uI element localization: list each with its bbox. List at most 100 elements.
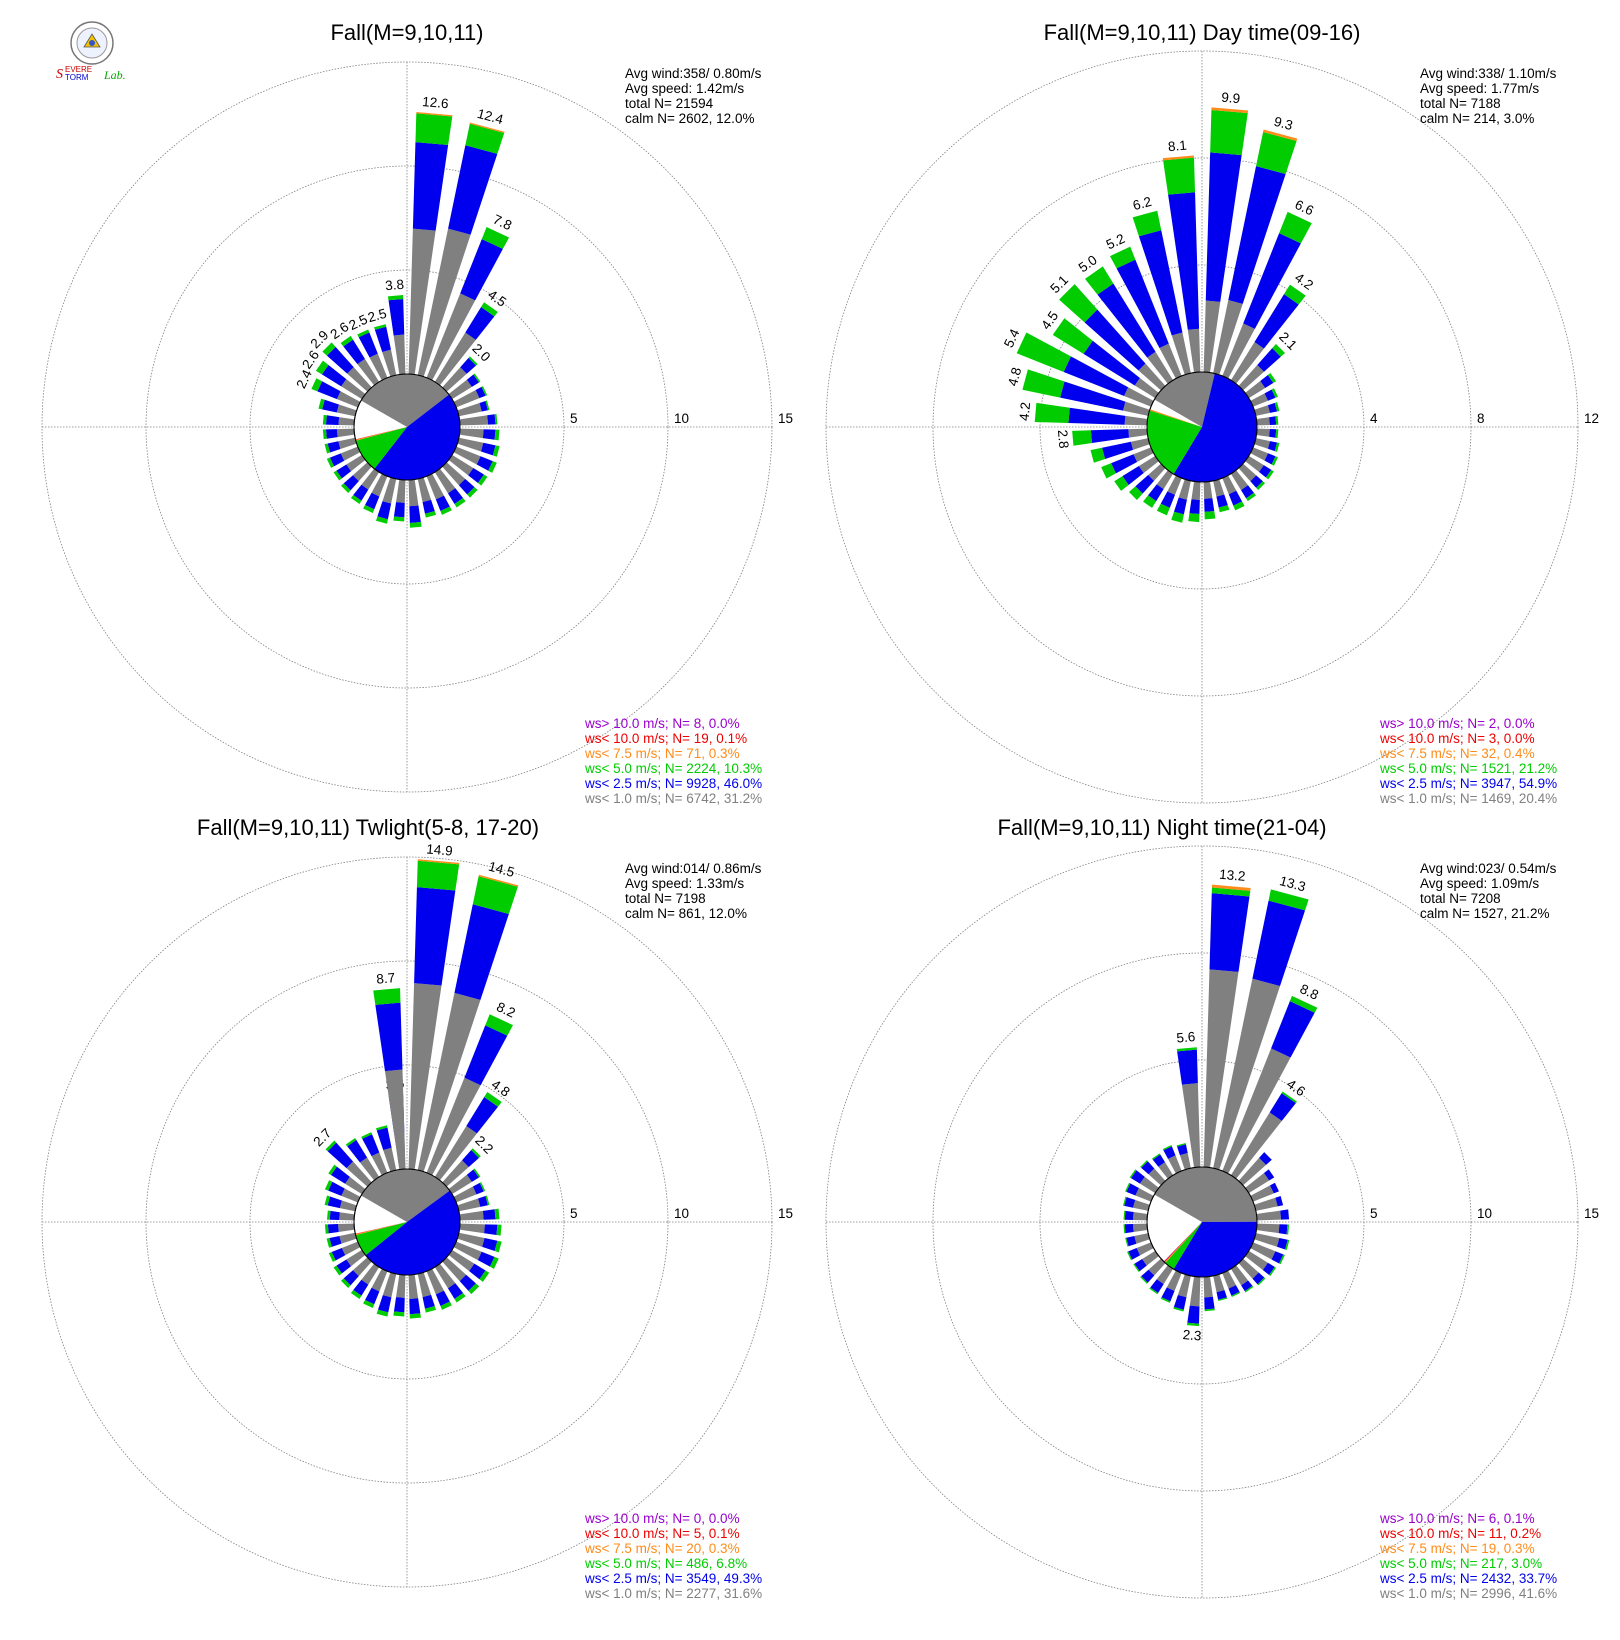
wind-bar-segment (1181, 1083, 1201, 1168)
wind-bar (393, 1274, 406, 1317)
wind-bar-segment (374, 324, 387, 330)
ring-label: 15 (1584, 1206, 1599, 1221)
wind-bar-segment (1177, 1049, 1198, 1085)
wind-bar-segment (487, 414, 496, 425)
panel-title: Fall(M=9,10,11) Twlight(5-8, 17-20) (197, 815, 539, 840)
wind-bar-segment (434, 332, 476, 386)
wind-bar-segment (326, 1210, 331, 1220)
wind-bar (341, 1257, 372, 1288)
wind-bar-segment (440, 1301, 452, 1310)
wind-bar-segment (325, 429, 338, 439)
wind-bar-segment (1254, 438, 1271, 449)
wind-bar (453, 1241, 499, 1269)
wind-bar-segment (1111, 454, 1138, 474)
legend-entry: ws< 5.0 m/s; N= 2224, 10.3% (584, 761, 762, 776)
wind-bar-segment (1256, 131, 1297, 175)
wind-bar (1114, 455, 1159, 491)
wind-bar (1213, 129, 1298, 375)
legend-entry: ws< 7.5 m/s; N= 20, 0.3% (584, 1541, 740, 1556)
wind-bar (1238, 343, 1286, 391)
wind-bar-segment (371, 473, 388, 497)
stat-line: Avg speed: 1.33m/s (625, 876, 744, 891)
wind-bar-segment (1124, 1224, 1134, 1234)
wind-bar-segment (460, 239, 503, 301)
bar-value-label: 2.8 (1055, 429, 1072, 449)
wind-bar-segment (1186, 1322, 1199, 1327)
wind-bar-segment (393, 516, 405, 522)
legend-entry: ws< 2.5 m/s; N= 3947, 54.9% (1379, 776, 1557, 791)
wind-bar-segment (1245, 455, 1264, 473)
stat-line: Avg wind:023/ 0.54m/s (1420, 861, 1557, 876)
wind-bar (393, 479, 406, 522)
wind-bar-segment (375, 516, 388, 524)
wind-bar-segment (346, 454, 366, 472)
wind-bar-segment (1238, 463, 1257, 482)
wind-bar (426, 227, 510, 381)
legend-entry: ws< 1.0 m/s; N= 1469, 20.4% (1379, 791, 1557, 806)
wind-bar (1162, 1145, 1182, 1174)
wind-bar-segment (336, 464, 352, 479)
wind-bar-segment (1279, 1254, 1285, 1265)
wind-bar-segment (1122, 1196, 1127, 1206)
wind-bar-segment (464, 1025, 508, 1086)
wind-bar-segment (1128, 1248, 1141, 1260)
wind-bar-segment (326, 457, 334, 468)
wind-bar-segment (468, 356, 478, 366)
wind-bar-segment (1210, 109, 1248, 156)
wind-bar-segment (1269, 416, 1277, 425)
wind-bar (1125, 1182, 1154, 1202)
legend-entry: ws< 1.0 m/s; N= 2277, 31.6% (584, 1586, 762, 1601)
wind-bar-segment (454, 497, 466, 508)
wind-bar-segment (328, 1251, 336, 1262)
wind-bar (315, 360, 366, 400)
wind-bar (408, 859, 460, 1170)
wind-bar-segment (1259, 1152, 1272, 1165)
wind-bar-segment (1141, 1269, 1155, 1283)
wind-bar-segment (447, 488, 464, 504)
wind-bar-segment (1274, 442, 1280, 452)
wind-bar-segment (352, 462, 372, 482)
wind-bar-segment (459, 415, 489, 426)
calm-pie-slice (1163, 1222, 1202, 1262)
wind-bar (1222, 211, 1312, 379)
wind-bar-segment (1204, 1296, 1215, 1310)
wind-bar (1140, 1258, 1166, 1284)
wind-bar-segment (459, 428, 484, 439)
wind-bar (324, 1223, 355, 1234)
wind-bar-segment (1250, 447, 1269, 461)
wind-bar-segment (1114, 476, 1129, 491)
wind-bar-segment (396, 1274, 406, 1298)
bar-value-label: 9.3 (1272, 114, 1294, 133)
legend-entry: ws< 2.5 m/s; N= 9928, 46.0% (584, 776, 762, 791)
wind-bar-segment (1167, 475, 1182, 495)
wind-bar-segment (393, 1311, 405, 1317)
wind-bar-segment (343, 475, 359, 491)
wind-bar-segment (448, 379, 472, 400)
wind-bar-segment (1162, 155, 1195, 161)
wind-bar-segment (1159, 343, 1182, 379)
wind-bar-segment (328, 1164, 337, 1176)
wind-bar-segment (1272, 343, 1286, 357)
wind-bar-segment (1059, 284, 1098, 323)
wind-bar (1109, 246, 1182, 379)
wind-bar-segment (479, 1270, 490, 1282)
wind-bar-segment (408, 479, 419, 507)
wind-bar-segment (1254, 1233, 1280, 1247)
wind-bar-segment (1109, 246, 1136, 269)
wind-bar-segment (1173, 497, 1187, 515)
wind-bar-segment (1238, 1157, 1267, 1186)
wind-bar-segment (1256, 417, 1270, 426)
wind-bar (324, 1195, 357, 1212)
wind-bar (1203, 481, 1216, 520)
calm-pie-slice (1149, 409, 1202, 427)
wind-bar-segment (1203, 969, 1239, 1168)
wind-bar-segment (1148, 1168, 1166, 1186)
wind-bar-segment (1141, 1161, 1155, 1175)
legend-entry: ws> 10.0 m/s; N= 6, 0.1% (1379, 1511, 1535, 1526)
wind-bar-segment (1265, 469, 1274, 480)
wind-bar-segment (1127, 1251, 1133, 1261)
wind-bar-segment (1228, 1285, 1240, 1296)
wind-bar-segment (1130, 438, 1150, 450)
wind-bar-segment (1268, 889, 1309, 911)
wind-bar (1173, 1274, 1191, 1312)
